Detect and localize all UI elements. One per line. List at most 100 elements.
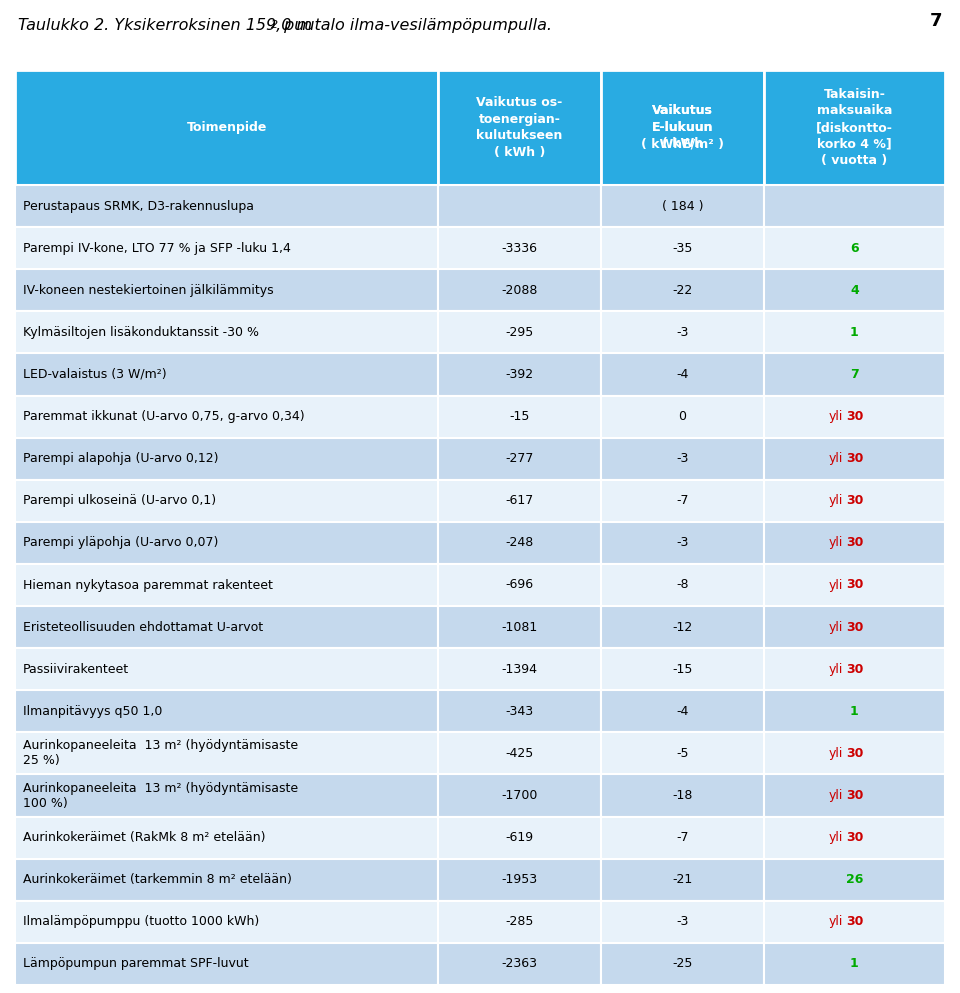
Text: yli: yli <box>828 916 843 928</box>
Text: 30: 30 <box>847 579 864 592</box>
Text: Parempi alapohja (U-arvo 0,12): Parempi alapohja (U-arvo 0,12) <box>23 452 219 465</box>
Text: Lämpöpumpun paremmat SPF-luvut: Lämpöpumpun paremmat SPF-luvut <box>23 957 249 970</box>
Text: Ilmalämpöpumppu (tuotto 1000 kWh): Ilmalämpöpumppu (tuotto 1000 kWh) <box>23 916 259 928</box>
Bar <box>15 690 438 733</box>
Bar <box>763 354 945 395</box>
Bar <box>438 438 601 480</box>
Bar <box>763 564 945 606</box>
Bar <box>763 775 945 816</box>
Text: Aurinkokeräimet (RakMk 8 m² etelään): Aurinkokeräimet (RakMk 8 m² etelään) <box>23 831 266 844</box>
Bar <box>763 606 945 648</box>
Text: -1394: -1394 <box>501 662 538 675</box>
Bar <box>601 227 763 269</box>
Bar <box>15 227 438 269</box>
Text: 30: 30 <box>847 747 864 760</box>
Bar <box>763 70 945 185</box>
Text: -617: -617 <box>505 495 534 507</box>
Text: Vaikutus
E-lukuun
( kWh: Vaikutus E-lukuun ( kWh <box>652 104 713 151</box>
Text: Passiivirakenteet: Passiivirakenteet <box>23 662 130 675</box>
Text: 26: 26 <box>846 873 863 886</box>
Text: -4: -4 <box>676 368 688 381</box>
Text: 30: 30 <box>847 452 864 465</box>
Text: -21: -21 <box>672 873 692 886</box>
Text: Eristeteollisuuden ehdottamat U-arvot: Eristeteollisuuden ehdottamat U-arvot <box>23 621 263 634</box>
Text: -343: -343 <box>506 705 534 718</box>
Text: -12: -12 <box>672 621 692 634</box>
Text: -18: -18 <box>672 789 692 802</box>
Bar <box>601 564 763 606</box>
Text: -3: -3 <box>676 536 688 549</box>
Text: -22: -22 <box>672 284 692 297</box>
Text: Vaikutus os-
toenergian-
kulutukseen
( kWh ): Vaikutus os- toenergian- kulutukseen ( k… <box>476 96 563 159</box>
Bar <box>15 816 438 859</box>
Bar <box>438 648 601 690</box>
Text: Parempi ulkoseinä (U-arvo 0,1): Parempi ulkoseinä (U-arvo 0,1) <box>23 495 216 507</box>
Bar <box>601 733 763 775</box>
Bar <box>438 816 601 859</box>
Text: -2363: -2363 <box>501 957 538 970</box>
Bar <box>601 312 763 354</box>
Bar <box>438 522 601 564</box>
Bar <box>763 648 945 690</box>
Text: 1: 1 <box>850 326 858 339</box>
Bar <box>438 395 601 438</box>
Bar <box>15 395 438 438</box>
Text: 7: 7 <box>929 12 942 30</box>
Text: 30: 30 <box>847 662 864 675</box>
Text: yli: yli <box>828 579 843 592</box>
Bar <box>438 690 601 733</box>
Bar <box>763 185 945 227</box>
Bar <box>763 859 945 901</box>
Bar <box>763 480 945 522</box>
Text: 6: 6 <box>850 241 858 254</box>
Text: yli: yli <box>828 452 843 465</box>
Bar <box>438 901 601 943</box>
Bar <box>15 943 438 985</box>
Text: 0: 0 <box>679 410 686 423</box>
Bar <box>15 775 438 816</box>
Text: LED-valaistus (3 W/m²): LED-valaistus (3 W/m²) <box>23 368 167 381</box>
Bar <box>15 859 438 901</box>
Bar <box>763 312 945 354</box>
Text: Aurinkokeräimet (tarkemmin 8 m² etelään): Aurinkokeräimet (tarkemmin 8 m² etelään) <box>23 873 292 886</box>
Bar <box>601 522 763 564</box>
Text: -2088: -2088 <box>501 284 538 297</box>
Bar <box>601 480 763 522</box>
Text: -4: -4 <box>676 705 688 718</box>
Bar <box>15 901 438 943</box>
Text: 30: 30 <box>847 831 864 844</box>
Bar <box>15 185 438 227</box>
Bar <box>15 733 438 775</box>
Bar <box>763 522 945 564</box>
Text: Parempi yläpohja (U-arvo 0,07): Parempi yläpohja (U-arvo 0,07) <box>23 536 218 549</box>
Text: -619: -619 <box>506 831 534 844</box>
Bar <box>15 70 438 185</box>
Text: 1: 1 <box>850 705 858 718</box>
Text: -3: -3 <box>676 916 688 928</box>
Bar <box>438 775 601 816</box>
Text: 30: 30 <box>847 789 864 802</box>
Text: 2: 2 <box>272 20 278 30</box>
Bar <box>763 690 945 733</box>
Text: 1: 1 <box>850 957 858 970</box>
Text: Aurinkopaneeleita  13 m² (hyödyntämisaste
100 %): Aurinkopaneeleita 13 m² (hyödyntämisaste… <box>23 781 299 809</box>
Bar <box>601 775 763 816</box>
Text: yli: yli <box>828 662 843 675</box>
Bar <box>763 269 945 312</box>
Text: yli: yli <box>828 789 843 802</box>
Text: -3: -3 <box>676 326 688 339</box>
Bar <box>763 943 945 985</box>
Text: -277: -277 <box>505 452 534 465</box>
Bar <box>763 395 945 438</box>
Bar <box>601 395 763 438</box>
Text: 30: 30 <box>847 621 864 634</box>
Text: Vaikutus
E-lukuun
( kWhE/m² ): Vaikutus E-lukuun ( kWhE/m² ) <box>640 104 724 151</box>
Text: -285: -285 <box>505 916 534 928</box>
Bar <box>15 354 438 395</box>
Text: -248: -248 <box>505 536 534 549</box>
Bar <box>438 185 601 227</box>
Bar <box>601 859 763 901</box>
Text: -5: -5 <box>676 747 688 760</box>
Bar <box>438 227 601 269</box>
Text: -3: -3 <box>676 452 688 465</box>
